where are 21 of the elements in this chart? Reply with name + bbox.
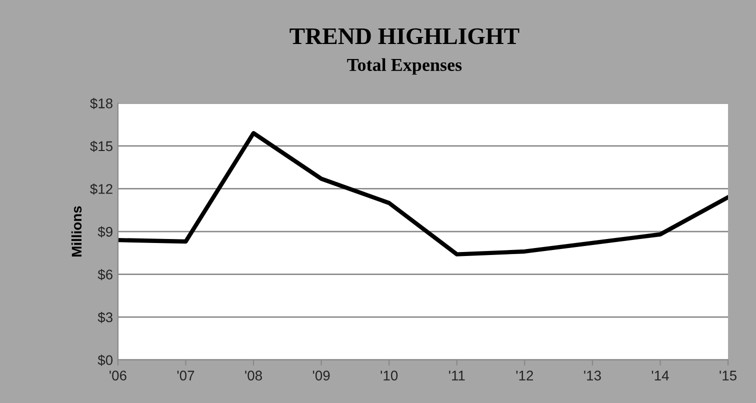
x-tick-label: '13 <box>584 370 601 380</box>
y-tick-label: $15 <box>90 140 112 152</box>
x-tick-label: '06 <box>110 370 126 380</box>
y-tick-label: $0 <box>98 354 113 366</box>
chart-subtitle: Total Expenses <box>347 58 462 75</box>
x-tick-label: '14 <box>652 370 669 380</box>
y-tick-label: $9 <box>98 226 112 238</box>
x-tick-label: '07 <box>177 370 194 380</box>
x-tick-label: '11 <box>449 370 465 380</box>
chart-title: TREND HIGHLIGHT <box>290 28 520 44</box>
x-tick-label: '09 <box>312 370 330 380</box>
x-tick-label: '10 <box>380 370 398 380</box>
x-tick-label: '15 <box>720 370 736 380</box>
line-series <box>118 131 728 256</box>
y-tick-label: $12 <box>90 183 112 195</box>
y-tick-label: $3 <box>98 312 112 324</box>
x-tick-label: '12 <box>516 370 534 380</box>
y-axis-title: Millions <box>71 206 82 256</box>
y-tick-label: $6 <box>98 269 112 280</box>
x-tick-label: '08 <box>245 370 262 380</box>
y-tick-label: $18 <box>90 98 112 110</box>
